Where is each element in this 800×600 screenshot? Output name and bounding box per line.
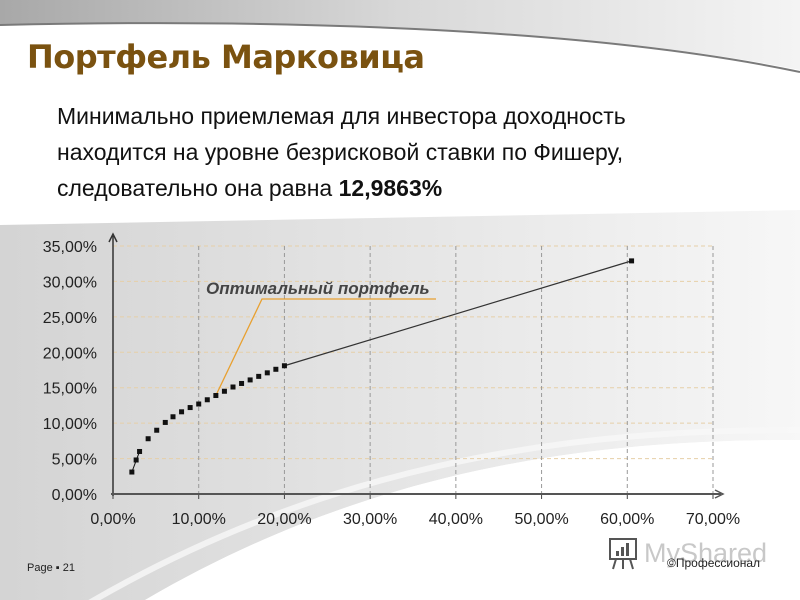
data-point-marker: [137, 448, 143, 454]
y-tick-label: 10,00%: [43, 416, 97, 433]
x-tick-label: 70,00%: [686, 511, 740, 528]
paragraph-line-2: находится на уровне безрисковой ставки п…: [57, 139, 624, 165]
data-point-marker: [281, 363, 287, 369]
data-point-marker: [133, 457, 139, 463]
slide-paragraph: Минимально приемлемая для инвестора дохо…: [57, 98, 757, 206]
data-point-marker: [221, 388, 227, 394]
data-point-marker: [187, 405, 193, 411]
copyright-text: ©Профессионал: [667, 556, 761, 570]
presentation-board-icon: [609, 538, 637, 570]
y-tick-label: 5,00%: [52, 452, 97, 469]
y-tick-label: 15,00%: [43, 381, 97, 398]
x-tick-label: 0,00%: [90, 511, 135, 528]
x-tick-label: 30,00%: [343, 511, 397, 528]
slide-title: Портфель Марковица: [27, 38, 425, 76]
x-tick-label: 20,00%: [257, 511, 311, 528]
data-point-marker: [213, 393, 219, 399]
data-point-marker: [247, 377, 253, 383]
data-point-marker: [145, 436, 151, 442]
data-point-marker: [129, 469, 135, 475]
y-tick-label: 0,00%: [52, 487, 97, 504]
y-tick-label: 35,00%: [43, 239, 97, 256]
x-tick-label: 40,00%: [429, 511, 483, 528]
paragraph-line-3: следовательно она равна 12,9863%: [57, 170, 757, 206]
data-point-marker: [196, 401, 202, 407]
data-point-marker: [170, 414, 176, 420]
risk-free-rate-value: 12,9863%: [338, 175, 443, 201]
data-point-marker: [629, 258, 635, 264]
data-point-marker: [162, 419, 168, 425]
y-tick-label: 30,00%: [43, 274, 97, 291]
data-point-marker: [264, 370, 270, 376]
paragraph-line-1: Минимально приемлемая для инвестора дохо…: [57, 103, 626, 129]
y-tick-label: 20,00%: [43, 345, 97, 362]
capital-market-line: [284, 260, 632, 367]
y-axis-arrow-icon: [108, 232, 118, 243]
data-point-marker: [179, 409, 185, 415]
data-point-marker: [256, 373, 262, 379]
data-point-marker: [204, 397, 210, 403]
x-axis-arrow-icon: [714, 489, 725, 499]
annotation-leader-line: [215, 298, 436, 396]
data-point-marker: [230, 384, 236, 390]
x-tick-label: 10,00%: [172, 511, 226, 528]
data-point-marker: [239, 380, 245, 386]
data-point-marker: [154, 427, 160, 433]
watermark-logo: MyShared: [644, 538, 768, 568]
data-point-marker: [273, 366, 279, 372]
efficient-frontier-chart: 0,00% 5,00% 10,00% 15,00% 20,00% 25,00% 30,00%…: [43, 232, 740, 528]
x-tick-label: 50,00%: [514, 511, 568, 528]
y-tick-label: 25,00%: [43, 310, 97, 327]
annotation-optimal-portfolio: Оптимальный портфель: [206, 279, 430, 298]
paragraph-line-3-prefix: следовательно она равна: [57, 175, 339, 201]
page-number: Page ▪ 21: [27, 562, 75, 574]
x-tick-label: 60,00%: [600, 511, 654, 528]
